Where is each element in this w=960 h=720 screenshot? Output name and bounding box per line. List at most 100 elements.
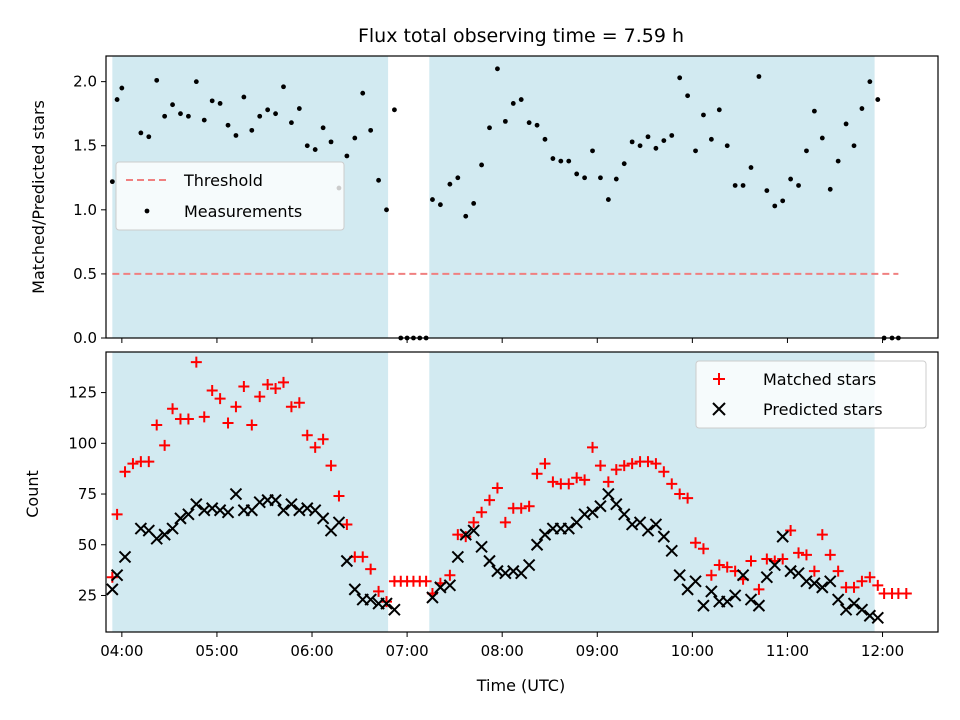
measurement-point bbox=[225, 122, 231, 128]
predicted-star-marker bbox=[705, 585, 718, 598]
measurement-point bbox=[479, 162, 484, 168]
observing-window-band bbox=[429, 56, 875, 338]
predicted-star-marker bbox=[364, 593, 377, 606]
time-x-tick-label: 12:00 bbox=[861, 642, 904, 660]
measurement-point bbox=[764, 188, 770, 193]
predicted-star-marker bbox=[285, 497, 298, 511]
measurement-point bbox=[566, 158, 572, 164]
measurement-point bbox=[186, 113, 191, 119]
predicted-star-marker bbox=[689, 575, 702, 588]
matched-star-marker bbox=[285, 401, 297, 413]
measurement-point bbox=[835, 158, 841, 164]
measurement-point bbox=[257, 113, 263, 119]
predicted-star-marker bbox=[839, 603, 853, 616]
matched-star-marker bbox=[579, 474, 591, 486]
measurement-point bbox=[716, 107, 722, 113]
measurement-point bbox=[296, 106, 302, 111]
count-y-tick-label: 100 bbox=[68, 434, 97, 452]
predicted-star-marker bbox=[744, 593, 758, 606]
predicted-stars-points bbox=[106, 487, 884, 625]
matched-star-marker bbox=[484, 494, 496, 506]
measurement-point bbox=[233, 133, 239, 138]
count-y-ticks: 25 50 75 100 125 bbox=[68, 384, 106, 604]
matched-star-marker bbox=[119, 466, 131, 478]
measurement-point bbox=[138, 130, 144, 136]
measurement-point bbox=[804, 148, 809, 154]
predicted-legend-swatch bbox=[712, 402, 726, 416]
predicted-star-marker bbox=[808, 577, 821, 590]
measurement-point bbox=[487, 125, 492, 131]
threshold-legend-label: Threshold bbox=[183, 171, 263, 190]
matched-star-marker bbox=[547, 476, 559, 488]
matched-star-marker bbox=[468, 516, 480, 528]
matched-star-marker bbox=[563, 478, 575, 490]
predicted-star-marker bbox=[213, 504, 227, 517]
matched-star-marker bbox=[745, 555, 757, 567]
ratio-y-tick-label: 2.0 bbox=[73, 73, 97, 91]
measurement-point bbox=[653, 145, 659, 151]
count-y-tick-label: 50 bbox=[78, 536, 97, 554]
time-x-tick-label: 04:00 bbox=[100, 642, 143, 660]
measurement-point bbox=[534, 122, 540, 128]
predicted-star-marker bbox=[855, 603, 869, 616]
matched-star-marker bbox=[690, 537, 702, 549]
matched-star-marker bbox=[190, 356, 202, 368]
predicted-star-marker bbox=[166, 522, 179, 535]
matched-star-marker bbox=[444, 569, 456, 581]
predicted-star-marker bbox=[776, 530, 789, 543]
predicted-star-marker bbox=[174, 512, 187, 525]
predicted-star-marker bbox=[721, 595, 734, 608]
matched-star-marker bbox=[159, 439, 171, 451]
predicted-star-marker bbox=[831, 593, 845, 606]
predicted-star-marker bbox=[499, 566, 512, 580]
measurements-legend-label: Measurements bbox=[184, 202, 302, 221]
measurement-point bbox=[605, 197, 611, 202]
predicted-star-marker bbox=[562, 522, 575, 535]
matched-star-marker bbox=[872, 579, 884, 591]
measurement-point bbox=[360, 90, 366, 96]
matched-star-marker bbox=[618, 460, 630, 472]
matched-star-marker bbox=[206, 385, 218, 397]
predicted-star-marker bbox=[332, 516, 346, 529]
matched-star-marker bbox=[800, 549, 812, 561]
predicted-star-marker bbox=[578, 508, 591, 521]
matched-star-marker bbox=[420, 575, 432, 587]
matched-star-marker bbox=[626, 458, 638, 470]
predicted-star-marker bbox=[538, 528, 552, 541]
matched-star-marker bbox=[317, 433, 329, 445]
measurement-point bbox=[114, 97, 120, 102]
count-legend-box bbox=[695, 360, 927, 429]
measurement-point bbox=[289, 120, 294, 126]
measurement-point bbox=[740, 183, 746, 188]
matched-star-marker bbox=[785, 525, 797, 537]
predicted-star-marker bbox=[253, 495, 266, 509]
measurement-point bbox=[273, 111, 278, 117]
time-x-tick-label: 10:00 bbox=[671, 642, 714, 660]
measurement-point bbox=[693, 148, 698, 154]
predicted-star-marker bbox=[467, 524, 480, 537]
matched-star-marker bbox=[777, 553, 789, 565]
predicted-star-marker bbox=[118, 550, 132, 564]
matched-star-marker bbox=[270, 383, 282, 395]
matched-star-marker bbox=[832, 565, 844, 577]
measurement-point bbox=[598, 175, 603, 181]
measurement-point bbox=[392, 107, 397, 113]
ratio-panel-frame bbox=[105, 55, 939, 339]
measurement-point bbox=[780, 198, 786, 204]
predicted-star-marker bbox=[847, 597, 861, 610]
time-x-tick-label: 06:00 bbox=[290, 642, 333, 660]
measurement-point bbox=[669, 133, 675, 138]
predicted-star-marker bbox=[277, 504, 290, 517]
predicted-star-marker bbox=[657, 530, 671, 543]
measurement-point bbox=[249, 127, 255, 133]
measurement-point bbox=[677, 75, 683, 81]
matched-star-marker bbox=[658, 466, 670, 478]
matched-star-marker bbox=[277, 376, 289, 388]
predicted-star-marker bbox=[388, 603, 401, 616]
matched-star-marker bbox=[610, 464, 622, 476]
matched-star-marker bbox=[697, 543, 709, 555]
ratio-panel: 0.00.51.01.52.0 Matched/Predicted stars … bbox=[29, 55, 939, 347]
matched-legend-label: Matched stars bbox=[763, 370, 876, 389]
chart-title: Flux total observing time = 7.59 h bbox=[358, 25, 684, 47]
matched-star-marker bbox=[151, 419, 163, 431]
